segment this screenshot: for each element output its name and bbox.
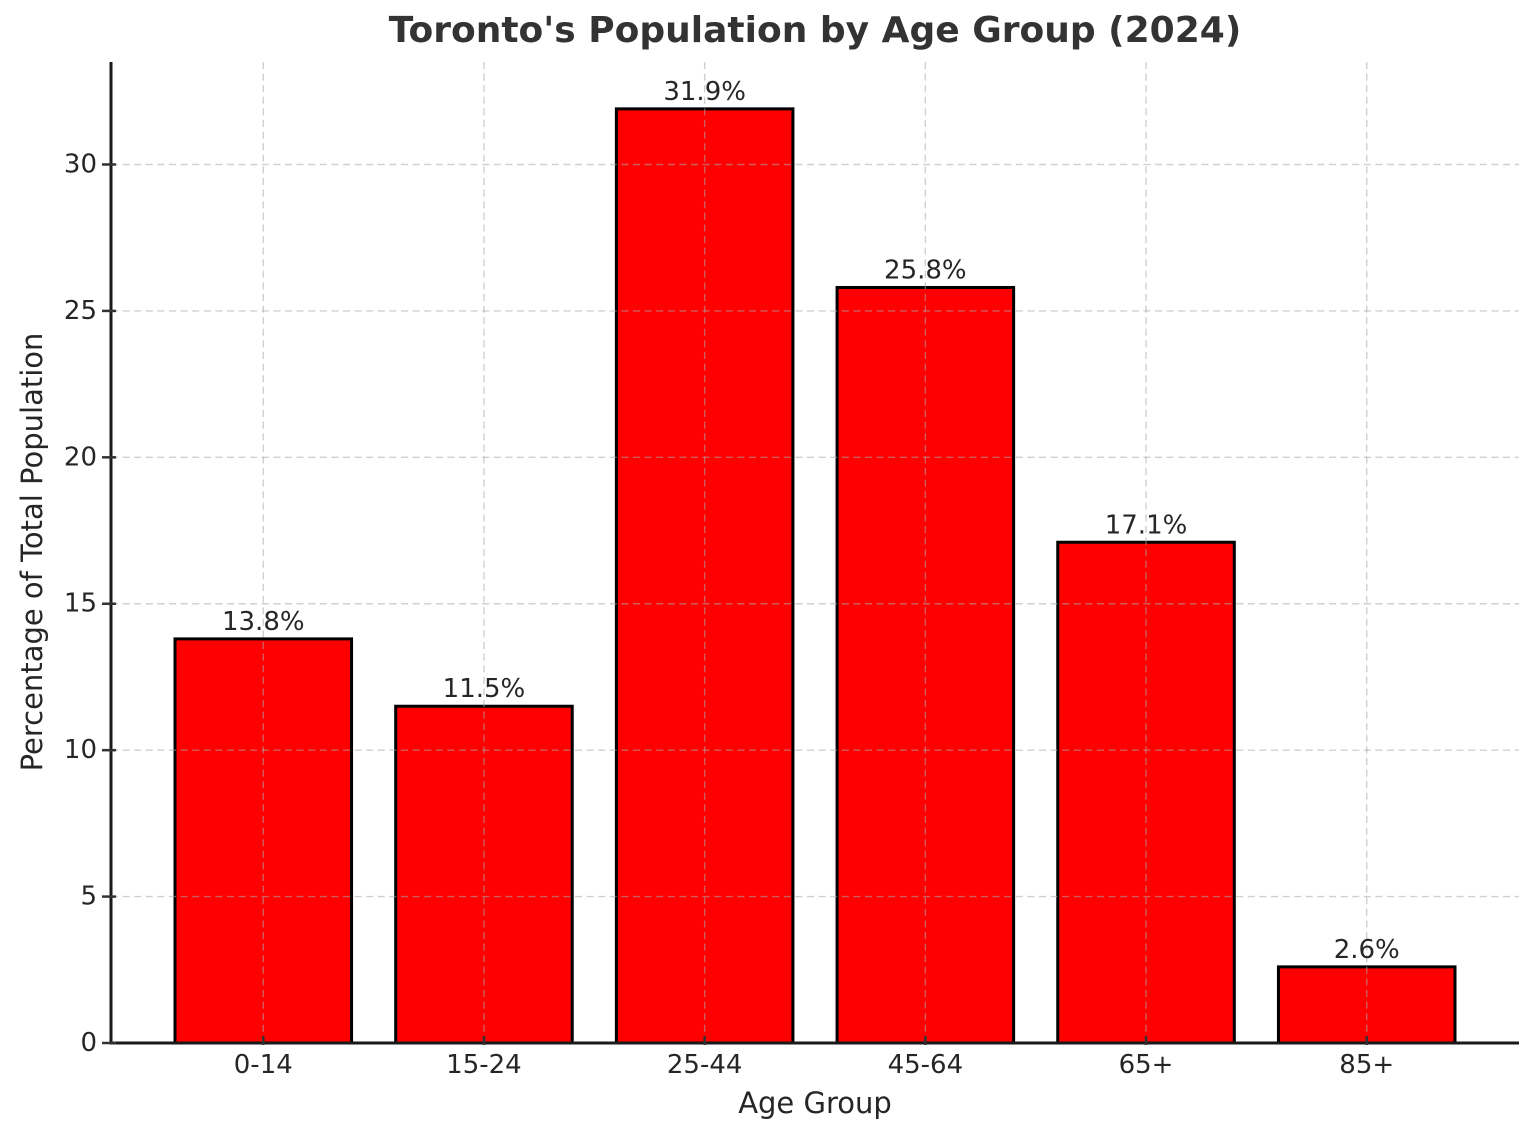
y-tick-label: 25	[64, 296, 97, 326]
bar-value-label-65+: 17.1%	[1105, 510, 1188, 540]
x-tick-label-0-14: 0-14	[234, 1050, 293, 1080]
chart-title: Toronto's Population by Age Group (2024)	[388, 10, 1242, 51]
x-tick-label-85+: 85+	[1339, 1050, 1394, 1080]
y-tick-label: 10	[64, 735, 97, 765]
y-tick-label: 30	[64, 149, 97, 179]
y-tick-label: 15	[64, 589, 97, 619]
x-tick-label-15-24: 15-24	[446, 1050, 522, 1080]
bar-value-label-15-24: 11.5%	[443, 674, 526, 704]
y-tick-label: 0	[80, 1028, 97, 1058]
x-axis-label: Age Group	[738, 1086, 892, 1120]
bar-value-label-25-44: 31.9%	[663, 77, 746, 107]
bar-value-label-45-64: 25.8%	[884, 255, 967, 285]
x-tick-label-45-64: 45-64	[888, 1050, 964, 1080]
bar-value-label-85+: 2.6%	[1334, 935, 1400, 965]
x-tick-label-25-44: 25-44	[667, 1050, 743, 1080]
y-tick-label: 20	[64, 442, 97, 472]
y-tick-label: 5	[80, 882, 97, 912]
x-tick-label-65+: 65+	[1119, 1050, 1174, 1080]
bar-value-label-0-14: 13.8%	[222, 607, 305, 637]
